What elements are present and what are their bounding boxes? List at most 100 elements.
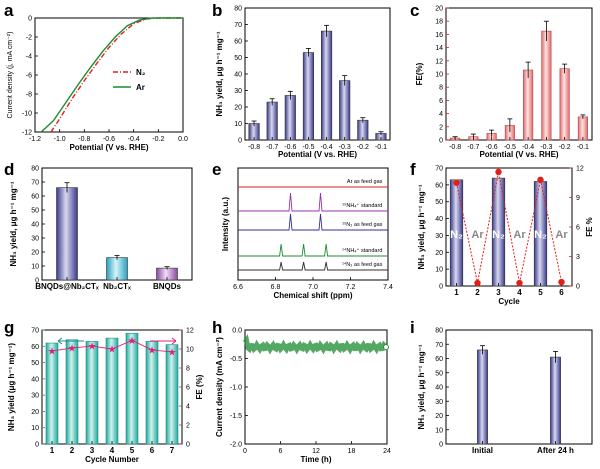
panel-f-fe-point [516,279,523,287]
panel-i-y-tick-label: 40 [435,385,443,392]
panel-g-x-tick-label: 6 [150,446,155,455]
panel-e-spectrum-trace [238,192,388,212]
panel-f-bar-label: N₂ [450,229,463,241]
panel-g-y2-tick-label: 4 [186,404,190,411]
panel-a-y-tick-label: -10 [22,111,32,118]
panel-f-fe-point [474,279,481,287]
panel-g-fe-line [51,339,173,353]
panel-h-x-tick-label: 6 [279,448,283,455]
panel-g-fe-star: ★ [88,342,97,353]
panel-g-y2-tick-label: 10 [186,347,194,354]
panel-g-fe-star: ★ [128,336,137,347]
panel-c-y-tick-label: 8 [439,85,443,92]
panel-label-f: f [410,160,416,179]
panel-i-frame [445,329,593,445]
panel-b-x-tick-label: -0.2 [357,144,369,151]
panel-f-fe-line [456,171,562,284]
panel-g-y2label: FE (%) [195,374,204,399]
panel-g-y-tick-label: 10 [31,425,39,432]
panel-a-y-tick-label: -8 [26,92,32,99]
panel-label-g: g [4,318,14,337]
panel-i-bar [550,356,561,445]
panel-b-x-tick-label: -0.1 [375,144,387,151]
panel-d-y-tick-label: 0 [35,278,39,285]
panel-e-x-tick-label: 6.8 [271,284,281,291]
panel-b-y-tick-label: 40 [234,72,242,79]
panel-a-x-tick-label: -0.8 [78,136,90,143]
panel-c-x-tick-label: -0.6 [486,144,498,151]
panel-g-x-tick-label: 3 [90,446,95,455]
panel-a-y-tick-label: -6 [26,73,32,80]
panel-c-y-tick-label: 6 [439,98,443,105]
panel-c-bar [523,69,534,141]
panel-g-bar [125,332,139,445]
panel-i-y-tick-label: 60 [435,356,443,363]
panel-g-y-tick-label: 50 [31,360,39,367]
panel-a-y-tick-label: 0 [28,16,32,23]
panel-e-trace-label: ¹⁴NH₄⁺ standard [342,247,382,254]
panel-h-y-tick-label: -1.0 [230,385,242,392]
panel-g-y2-tick-label: 8 [186,366,190,373]
panel-b-y-tick-label: 20 [234,105,242,112]
panel-label-b: b [212,1,222,20]
panel-g-y-tick-label: 20 [31,409,39,416]
panel-h-y-tick-label: -1.5 [230,413,242,420]
panel-f-y-tick-label: 60 [435,182,443,189]
panel-c-x-tick-label: -0.3 [540,144,552,151]
panel-e-x-tick-label: 7.2 [346,284,356,291]
panel-a-x-tick-label: -0.2 [152,136,164,143]
panel-f-fe-point [453,179,460,186]
panel-c-xlabel: Potential (V vs. RHE) [479,150,558,159]
panel-f-fe-point [558,278,565,286]
panel-f-fe-point [537,176,544,183]
panel-a-y-tick-label: -4 [26,54,32,61]
panel-g-y2-tick-label: 6 [186,385,190,392]
panel-f-y-tick-label: 50 [435,199,443,206]
panel-f-bar-label: Ar [471,229,484,241]
panel-i-y-tick-label: 0 [439,442,443,449]
panel-a-ylabel: Current density (j, mA cm⁻²) [7,32,14,119]
panel-i-x-tick-label: Initial [472,446,493,455]
panel-b-x-tick-label: -0.7 [266,144,278,151]
panel-e-spectrum-trace [238,243,388,257]
panel-a-legend-label: Ar [136,83,145,92]
panel-g-y-tick-label: 60 [31,344,39,351]
panel-h-y-tick-label: -0.5 [230,356,242,363]
panel-f-y2-tick-label: 6 [576,225,580,232]
panel-f-bar-label: N₂ [534,229,547,241]
panel-b-y-tick-label: 80 [234,6,242,13]
panel-d-y-tick-label: 50 [31,208,39,215]
panel-c-y-tick-label: 14 [435,45,443,52]
panel-c-y-tick-label: 12 [435,58,443,65]
panel-c-x-tick-label: -0.7 [467,144,479,151]
panel-g-bar [145,341,159,445]
panel-f-ylabel: NH₃ yield, μg h⁻¹ mg⁻¹ [417,184,426,269]
panel-h-y-tick-label: -2.0 [230,442,242,449]
panel-label-c: c [410,1,419,20]
panel-f-x-tick-label: 2 [475,288,480,297]
panel-g-bar [85,341,99,445]
panel-f-y-tick-label: 30 [435,233,443,240]
panel-g-fe-star: ★ [148,345,157,356]
panel-d-y-tick-label: 80 [31,166,39,173]
panel-c-y-tick-label: 0 [439,138,443,145]
panel-h-x-tick-label: 24 [383,448,391,455]
panel-h-x-tick-label: 12 [312,448,320,455]
panel-f-bar-label: Ar [513,229,526,241]
panel-c-x-tick-label: -0.8 [449,144,461,151]
panel-e-xlabel: Chemical shift (ppm) [273,291,352,300]
panel-c-y-tick-label: 4 [439,111,443,118]
panel-g-x-tick-label: 5 [130,446,135,455]
panel-b-bar [302,52,314,141]
panel-a-x-tick-label: -1.2 [29,136,41,143]
panel-i-y-tick-label: 30 [435,399,443,406]
panel-f-x-tick-label: 6 [559,288,564,297]
panel-b-y-tick-label: 50 [234,55,242,62]
panel-g-y-tick-label: 40 [31,376,39,383]
panel-g-fe-star: ★ [108,345,117,356]
panel-d-y-tick-label: 70 [31,180,39,187]
panel-a-y-tick-label: -12 [22,130,32,137]
panel-d-y-tick-label: 10 [31,264,39,271]
panel-c-bar [559,68,570,141]
